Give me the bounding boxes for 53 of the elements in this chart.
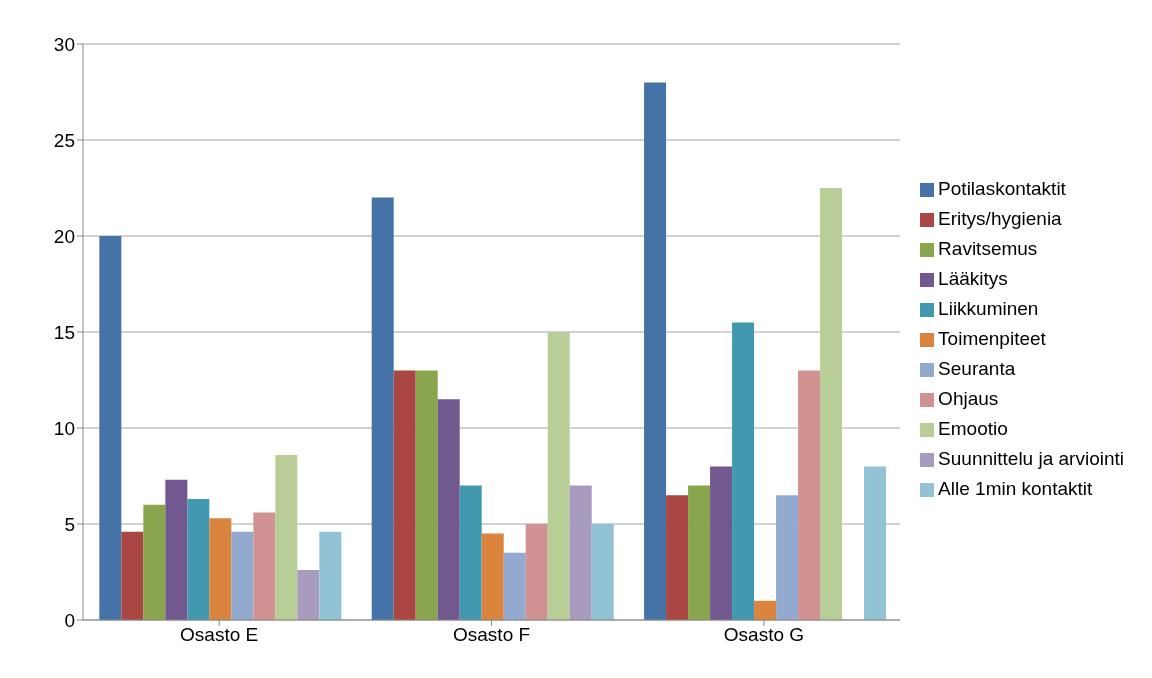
y-tick-label: 20 (53, 225, 75, 247)
bar (231, 531, 254, 620)
bar (481, 533, 504, 620)
x-tick-label: Osasto F (453, 624, 531, 646)
bar (437, 399, 460, 620)
y-tick-label: 15 (53, 321, 75, 343)
legend-label: Ravitsemus (938, 238, 1038, 259)
bar (591, 524, 614, 620)
bar (275, 454, 298, 620)
legend-label: Lääkitys (938, 268, 1008, 289)
bar (525, 524, 548, 620)
bar (121, 531, 144, 620)
bar (710, 466, 733, 620)
bar (754, 600, 777, 620)
legend-label: Ohjaus (938, 388, 999, 409)
bar (644, 82, 667, 620)
bar (165, 479, 188, 620)
bar (209, 518, 232, 620)
x-tick-label: Osasto G (723, 624, 805, 646)
legend-label: Suunnittelu ja arviointi (938, 448, 1124, 469)
bar (99, 236, 122, 620)
bar (798, 370, 821, 620)
bar (319, 531, 342, 620)
bar (187, 499, 210, 620)
legend-label: Toimenpiteet (938, 328, 1046, 349)
legend-label: Seuranta (938, 358, 1016, 379)
bar (253, 512, 276, 620)
bar (864, 466, 887, 620)
bar (547, 332, 570, 620)
y-tick-label: 30 (53, 33, 75, 55)
bar (820, 188, 843, 620)
x-tick-label: Osasto E (180, 624, 259, 646)
legend-label: Potilaskontaktit (938, 178, 1066, 199)
bar (371, 197, 394, 620)
bar (393, 370, 416, 620)
bar (503, 552, 526, 620)
y-tick-label: 10 (53, 417, 75, 439)
bar (297, 570, 320, 620)
bar (459, 485, 482, 620)
bar (776, 495, 799, 620)
legend-label: Eritys/hygienia (938, 208, 1062, 229)
legend-label: Alle 1min kontaktit (938, 478, 1093, 499)
bar (732, 322, 755, 620)
bar (143, 504, 166, 620)
bar (415, 370, 438, 620)
y-tick-label: 0 (64, 609, 75, 631)
bar (569, 485, 592, 620)
y-tick-label: 5 (64, 513, 75, 535)
y-tick-label: 25 (53, 129, 75, 151)
bar (688, 485, 711, 620)
legend-label: Liikkuminen (938, 298, 1039, 319)
bar (666, 495, 689, 620)
legend-label: Emootio (938, 418, 1008, 439)
